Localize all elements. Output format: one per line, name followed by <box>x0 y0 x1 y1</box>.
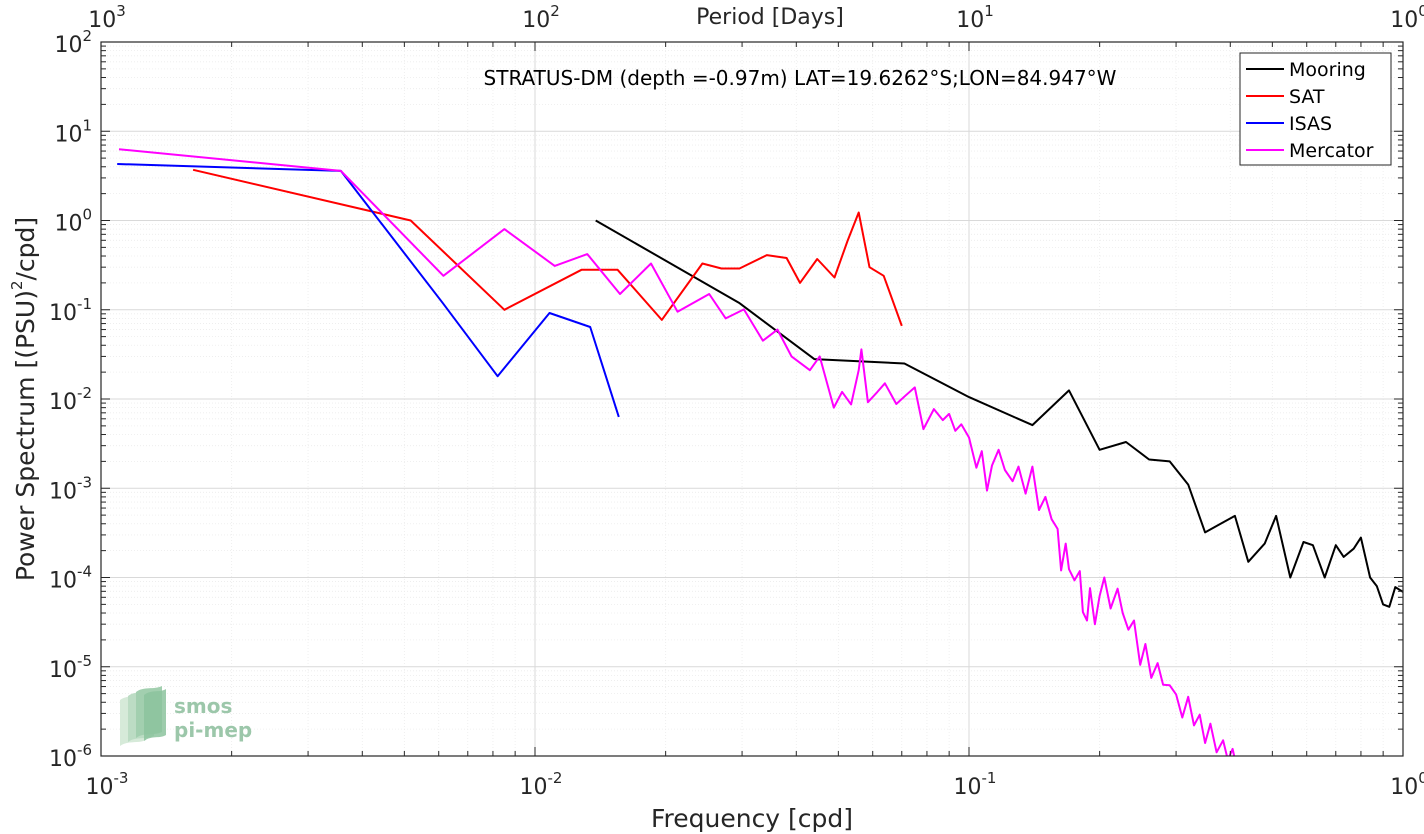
series-group <box>117 148 1403 756</box>
smos-pi-mep-logo: smos pi-mep <box>120 686 252 746</box>
y-tick-label-base: 10 <box>49 301 77 326</box>
top-x-tick-label-base: 10 <box>956 8 984 33</box>
x-tick-label-base: 10 <box>954 775 982 800</box>
y-tick-label-exponent: -5 <box>77 652 92 670</box>
top-x-tick-label-exponent: 1 <box>984 2 994 20</box>
y-tick-label-exponent: -6 <box>77 741 92 759</box>
y-tick-label: 10-3 <box>49 473 92 504</box>
y-tick-label-base: 10 <box>49 479 77 504</box>
logo-text-smos: smos <box>174 694 232 718</box>
y-tick-label-exponent: -1 <box>77 295 92 313</box>
logo-text-pimep: pi-mep <box>174 718 252 742</box>
y-tick-label: 10-4 <box>49 563 92 594</box>
x-tick-label: 10-1 <box>954 769 997 800</box>
top-x-tick-label: 102 <box>522 2 560 33</box>
y-axis-label-sup: 2 <box>8 280 26 290</box>
y-tick-label-exponent: -2 <box>77 384 92 402</box>
y-tick-label-base: 10 <box>49 658 77 683</box>
y-axis-label-tail: /cpd] <box>11 217 40 281</box>
x-tick-label-exponent: -1 <box>982 769 997 787</box>
x-tick-label: 100 <box>1390 769 1424 800</box>
legend-label-isas: ISAS <box>1289 113 1332 135</box>
y-tick-label: 10-5 <box>49 652 92 683</box>
y-tick-label-base: 10 <box>54 33 82 58</box>
y-tick-label-base: 10 <box>49 390 77 415</box>
x-tick-label-base: 10 <box>86 775 114 800</box>
y-tick-label-exponent: 2 <box>82 27 92 45</box>
legend-box <box>1239 52 1392 166</box>
x-tick-label-base: 10 <box>1390 775 1418 800</box>
top-x-tick-label: 103 <box>88 2 126 33</box>
chart-title: STRATUS-DM (depth =-0.97m) LAT=19.6262°S… <box>484 66 1117 90</box>
y-tick-label-base: 10 <box>54 212 82 237</box>
x-tick-label-base: 10 <box>520 775 548 800</box>
y-tick-label: 10-1 <box>49 295 92 326</box>
series-line-sat <box>192 168 903 327</box>
top-x-tick-label-base: 10 <box>1390 8 1418 33</box>
logo-wave-4 <box>144 689 166 741</box>
top-x-tick-label: 100 <box>1390 2 1424 33</box>
y-axis-label-main: Power Spectrum [(PSU) <box>11 290 40 581</box>
x-tick-label-exponent: -3 <box>114 769 129 787</box>
y-tick-label: 101 <box>54 116 92 147</box>
top-x-tick-label-exponent: 3 <box>116 2 126 20</box>
x-tick-label: 10-3 <box>86 769 129 800</box>
y-axis-label: Power Spectrum [(PSU)2/cpd] <box>8 217 40 581</box>
y-tick-label-base: 10 <box>49 747 77 772</box>
top-x-tick-label-base: 10 <box>88 8 116 33</box>
series-line-mercator <box>118 148 1236 756</box>
y-tick-label-base: 10 <box>49 569 77 594</box>
y-tick-label-exponent: -3 <box>77 473 92 491</box>
ticks <box>100 41 1404 757</box>
top-x-tick-label-exponent: 0 <box>1418 2 1424 20</box>
y-tick-label: 10-2 <box>49 384 92 415</box>
x-tick-label: 10-2 <box>520 769 563 800</box>
legend: Mooring SAT ISAS Mercator <box>1239 52 1392 166</box>
y-tick-label-exponent: -4 <box>77 563 92 581</box>
top-x-tick-label: 101 <box>956 2 994 33</box>
legend-items: Mooring SAT ISAS Mercator <box>1246 59 1374 162</box>
y-tick-label: 102 <box>54 27 92 58</box>
x-tick-label-exponent: -2 <box>548 769 563 787</box>
y-tick-label-exponent: 0 <box>82 206 92 224</box>
top-x-axis-label: Period [Days] <box>696 5 844 30</box>
y-tick-label-base: 10 <box>54 122 82 147</box>
y-tick-label: 100 <box>54 206 92 237</box>
legend-label-sat: SAT <box>1289 86 1325 108</box>
top-x-tick-label-exponent: 2 <box>550 2 560 20</box>
tick-labels: 10-3 10-2 10-1 10010-610-510-410-310-210-11… <box>49 2 1424 800</box>
legend-label-mooring: Mooring <box>1289 59 1366 81</box>
top-x-tick-label-base: 10 <box>522 8 550 33</box>
y-tick-label: 10-6 <box>49 741 92 772</box>
x-tick-label-exponent: 0 <box>1418 769 1424 787</box>
series-line-mooring <box>595 219 1403 608</box>
x-axis-label: Frequency [cpd] <box>651 804 853 833</box>
y-tick-label-exponent: 1 <box>82 116 92 134</box>
legend-label-mercator: Mercator <box>1289 140 1374 162</box>
